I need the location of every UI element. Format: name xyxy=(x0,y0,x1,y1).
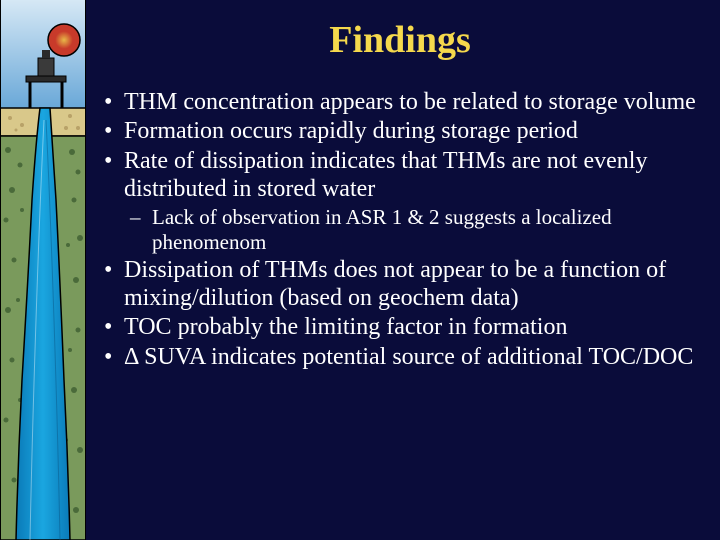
slide-content: Findings THM concentration appears to be… xyxy=(86,0,720,540)
bullet-item: Dissipation of THMs does not appear to b… xyxy=(100,256,700,313)
bullet-text: Δ SUVA indicates potential source of add… xyxy=(124,344,693,370)
bullet-item: Δ SUVA indicates potential source of add… xyxy=(100,343,700,371)
bullet-item: TOC probably the limiting factor in form… xyxy=(100,313,700,341)
bullet-item: THM concentration appears to be related … xyxy=(100,88,700,116)
bullet-item: Rate of dissipation indicates that THMs … xyxy=(100,147,700,255)
bullet-text: TOC probably the limiting factor in form… xyxy=(124,314,567,340)
bullet-text: Formation occurs rapidly during storage … xyxy=(124,118,578,144)
well-injection-illustration xyxy=(0,0,86,540)
sub-bullet-item: Lack of observation in ASR 1 & 2 suggest… xyxy=(124,205,700,255)
bullet-text: Rate of dissipation indicates that THMs … xyxy=(124,148,647,202)
bullet-item: Formation occurs rapidly during storage … xyxy=(100,117,700,145)
bullet-list: THM concentration appears to be related … xyxy=(100,88,700,371)
sub-bullet-list: Lack of observation in ASR 1 & 2 suggest… xyxy=(124,205,700,255)
sub-bullet-text: Lack of observation in ASR 1 & 2 suggest… xyxy=(152,205,612,254)
sidebar-graphic xyxy=(0,0,86,540)
bullet-text: Dissipation of THMs does not appear to b… xyxy=(124,257,666,311)
bullet-text: THM concentration appears to be related … xyxy=(124,89,696,115)
slide-title: Findings xyxy=(100,18,700,62)
